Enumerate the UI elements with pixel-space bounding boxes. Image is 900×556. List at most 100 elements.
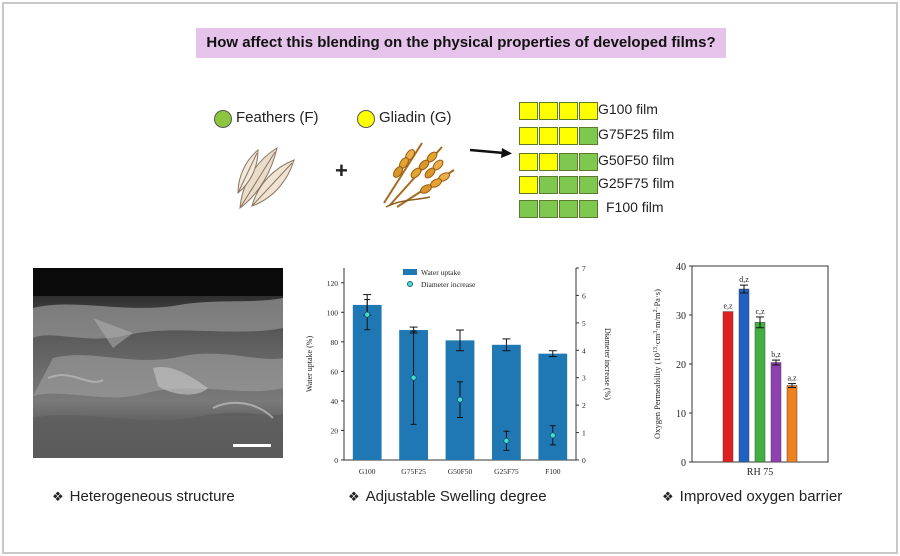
x-tick-label: G100 bbox=[359, 467, 376, 476]
gliadin-cell bbox=[519, 102, 538, 120]
gliadin-cell bbox=[519, 176, 538, 194]
y2-tick-label: 5 bbox=[582, 319, 586, 328]
feathers-cell bbox=[579, 153, 598, 171]
film-cells bbox=[519, 176, 599, 194]
film-cells bbox=[519, 200, 599, 218]
film-label: G50F50 film bbox=[598, 152, 675, 168]
y2-tick-label: 2 bbox=[582, 401, 586, 410]
legend-label-diameter: Diameter increase bbox=[421, 280, 476, 289]
y-tick-label: 0 bbox=[681, 458, 686, 469]
plus-sign: + bbox=[335, 158, 348, 183]
y-axis-label: Water uptake (%) bbox=[305, 336, 314, 393]
x-tick-label: G75F25 bbox=[401, 467, 426, 476]
oxygen-permeability-chart: 0 10 20 30 40 e,z d,z c,z b,z a,z RH 75 Oxygen Perm… bbox=[640, 256, 850, 478]
feathers-cell bbox=[559, 153, 578, 171]
wheat-icon bbox=[383, 142, 455, 208]
permeability-bar bbox=[722, 311, 734, 463]
gliadin-cell bbox=[519, 153, 538, 171]
film-cells bbox=[519, 153, 599, 171]
caption-oxygen-text: Improved oxygen barrier bbox=[679, 488, 843, 505]
feathers-illustration bbox=[237, 146, 295, 210]
legend-swatch-water bbox=[403, 269, 417, 275]
film-cells bbox=[519, 127, 599, 145]
caption-structure-text: Heterogeneous structure bbox=[69, 488, 235, 505]
y-axis-label-part: Oxygen Permeability (10 bbox=[652, 353, 662, 439]
gliadin-label: Gliadin (G) bbox=[379, 109, 452, 126]
y-tick-label: 40 bbox=[331, 397, 339, 406]
y-tick-label: 0 bbox=[334, 456, 338, 465]
caption-structure: ❖ Heterogeneous structure bbox=[52, 488, 235, 505]
film-label: G25F75 film bbox=[598, 175, 675, 191]
gliadin-cell bbox=[539, 153, 558, 171]
diameter-point bbox=[549, 432, 556, 439]
film-cells bbox=[519, 102, 599, 120]
permeability-bar bbox=[786, 385, 798, 463]
diameter-point bbox=[410, 374, 417, 381]
y2-axis-label: Diameter increase (%) bbox=[603, 328, 612, 400]
legend-marker-diameter bbox=[407, 280, 414, 287]
y-tick-label: 30 bbox=[676, 311, 686, 322]
caption-oxygen: ❖ Improved oxygen barrier bbox=[662, 488, 843, 505]
feathers-cell bbox=[539, 176, 558, 194]
y2-tick-label: 1 bbox=[582, 429, 586, 438]
feathers-label: Feathers (F) bbox=[236, 109, 319, 126]
diameter-point bbox=[503, 437, 510, 444]
permeability-bar bbox=[770, 362, 782, 463]
significance-label: c,z bbox=[755, 307, 765, 316]
y2-tick-label: 7 bbox=[582, 264, 586, 273]
gliadin-cell bbox=[579, 102, 598, 120]
y-tick-label: 120 bbox=[327, 279, 339, 288]
feathers-cell bbox=[579, 127, 598, 145]
x-tick-label: G50F50 bbox=[448, 467, 473, 476]
water-uptake-bar bbox=[352, 304, 382, 460]
gliadin-cell bbox=[519, 127, 538, 145]
wheat-illustration bbox=[383, 142, 455, 208]
y-axis-label-superscript: 13 bbox=[653, 347, 659, 353]
feathers-cell bbox=[519, 200, 538, 218]
feathers-cell bbox=[579, 200, 598, 218]
caption-swelling: ❖ Adjustable Swelling degree bbox=[348, 488, 547, 505]
arrow-icon bbox=[470, 148, 512, 158]
y-axis-label-part: ·cm bbox=[652, 333, 662, 347]
y2-tick-label: 6 bbox=[582, 291, 586, 300]
y2-tick-label: 4 bbox=[582, 346, 586, 355]
y-axis-label-part: ·Pa·s) bbox=[652, 289, 662, 309]
significance-label: b,z bbox=[771, 350, 781, 359]
y2-tick-label: 0 bbox=[582, 456, 586, 465]
y-axis-label-superscript: 2 bbox=[653, 309, 659, 312]
feathers-cell bbox=[539, 200, 558, 218]
y-axis-label: Oxygen Permeability (1013·cm3·m/m2·Pa·s) bbox=[652, 289, 662, 439]
gliadin-cell bbox=[539, 102, 558, 120]
gliadin-cell bbox=[559, 127, 578, 145]
question-banner: How affect this blending on the physical… bbox=[196, 28, 726, 58]
permeability-bar bbox=[738, 288, 750, 463]
y-tick-label: 60 bbox=[331, 367, 339, 376]
water-uptake-chart: 0 20 40 60 80 100 120 0 1 2 3 4 5 6 7 G100 G75F25 G50F50 G… bbox=[300, 258, 615, 478]
diameter-point bbox=[364, 311, 371, 318]
permeability-bar bbox=[754, 322, 766, 463]
film-label: F100 film bbox=[606, 199, 664, 215]
diameter-point bbox=[456, 396, 463, 403]
sem-micrograph bbox=[33, 268, 283, 458]
y-tick-label: 20 bbox=[676, 360, 686, 371]
y-tick-label: 40 bbox=[676, 262, 686, 273]
feathers-cell bbox=[579, 176, 598, 194]
gliadin-cell bbox=[539, 127, 558, 145]
y2-tick-label: 3 bbox=[582, 374, 586, 383]
significance-label: d,z bbox=[739, 275, 749, 284]
y-tick-label: 100 bbox=[327, 308, 339, 317]
x-axis-label: RH 75 bbox=[747, 467, 773, 478]
film-label: G75F25 film bbox=[598, 126, 675, 142]
significance-label: e,z bbox=[723, 302, 733, 311]
feathers-color-dot bbox=[214, 110, 232, 128]
feather-icon bbox=[237, 146, 295, 210]
feathers-cell bbox=[559, 200, 578, 218]
legend-label-water: Water uptake bbox=[421, 268, 461, 277]
feathers-cell bbox=[559, 176, 578, 194]
y-tick-label: 10 bbox=[676, 409, 686, 420]
gliadin-cell bbox=[559, 102, 578, 120]
significance-label: a,z bbox=[787, 374, 797, 383]
caption-swelling-text: Adjustable Swelling degree bbox=[365, 488, 547, 505]
film-label: G100 film bbox=[598, 101, 658, 117]
